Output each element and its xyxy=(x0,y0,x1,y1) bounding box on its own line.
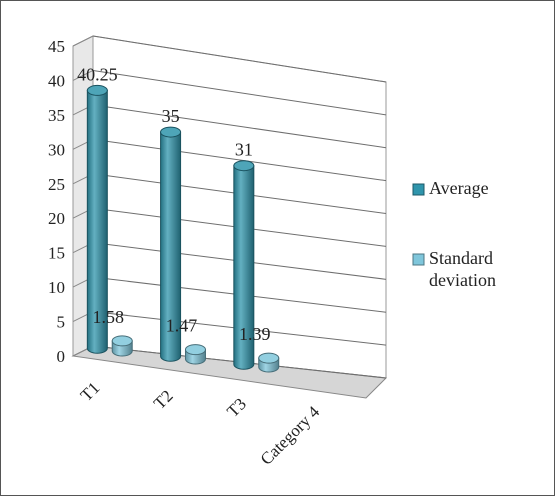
y-axis-ticks: 0 5 10 15 20 25 30 35 40 45 xyxy=(48,37,65,366)
y-tick-label: 25 xyxy=(48,175,65,194)
y-tick-label: 15 xyxy=(48,244,65,263)
data-label: 1.47 xyxy=(166,316,198,336)
gridline-side xyxy=(72,69,94,81)
bars xyxy=(86,84,280,373)
gridline xyxy=(92,35,387,83)
legend-label: Standard xyxy=(429,248,493,268)
x-tick-label: T1 xyxy=(77,378,104,405)
bar-average xyxy=(160,126,182,362)
data-label: 1.39 xyxy=(239,324,271,344)
x-tick-label: T2 xyxy=(150,386,177,413)
y-tick-label: 45 xyxy=(48,37,65,56)
legend-label: Average xyxy=(429,178,489,198)
legend-swatch xyxy=(412,253,425,266)
gridline xyxy=(92,138,387,182)
y-tick-label: 35 xyxy=(48,106,65,125)
y-tick-label: 10 xyxy=(48,278,65,297)
y-tick-label: 20 xyxy=(48,209,65,228)
data-labels: 40.25 1.58 35 1.47 31 1.39 xyxy=(77,64,270,344)
bar-standard-deviation xyxy=(111,335,133,357)
x-tick-label: T3 xyxy=(223,394,250,421)
gridline xyxy=(92,69,387,116)
y-tick-label: 0 xyxy=(57,347,66,366)
bar-standard-deviation xyxy=(184,344,206,365)
data-label: 1.58 xyxy=(92,307,124,327)
data-label: 35 xyxy=(162,106,180,126)
bar-average xyxy=(233,160,255,370)
gridline xyxy=(92,104,387,149)
y-tick-label: 5 xyxy=(57,313,66,332)
gridline-side xyxy=(72,35,94,47)
legend-swatch xyxy=(412,183,425,196)
bar-average xyxy=(86,84,108,354)
data-label: 31 xyxy=(235,140,253,160)
bar-standard-deviation xyxy=(258,352,280,373)
x-tick-label: Category 4 xyxy=(257,402,324,469)
data-label: 40.25 xyxy=(77,64,118,84)
y-tick-label: 40 xyxy=(48,71,65,90)
x-axis-ticks: T1 T2 T3 Category 4 xyxy=(77,378,324,469)
y-tick-label: 30 xyxy=(48,140,65,159)
legend-label: deviation xyxy=(429,270,496,290)
